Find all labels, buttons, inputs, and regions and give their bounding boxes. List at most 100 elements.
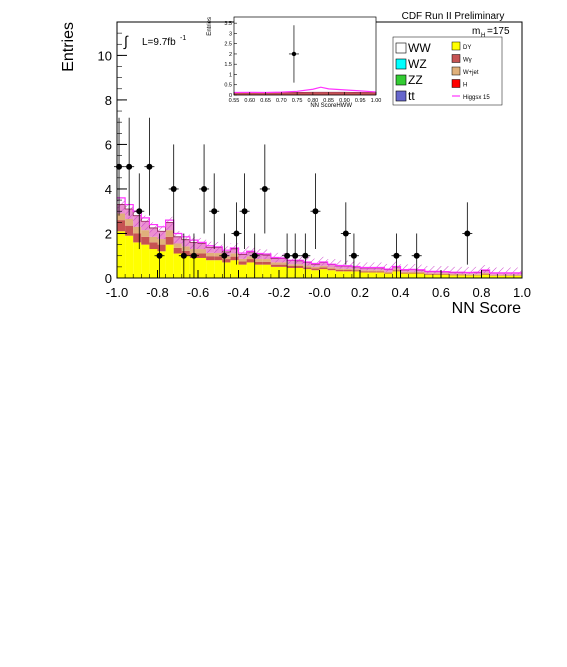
- bar-uncertainty-band: [181, 234, 190, 247]
- data-point: [126, 163, 133, 170]
- inset-x-tick-label: 0.60: [244, 98, 255, 104]
- legend-swatch-right: [451, 54, 461, 63]
- data-point: [312, 208, 319, 215]
- inset-y-tick-label: 1: [229, 72, 232, 78]
- bar-uncertainty-band: [376, 262, 385, 271]
- bar-dy: [222, 262, 231, 278]
- x-tick-label: -0.6: [187, 285, 209, 300]
- bar-uncertainty-band: [141, 215, 150, 231]
- bar-wjet: [513, 274, 522, 276]
- bar-uncertainty-band: [343, 260, 352, 269]
- inset-x-tick-label: 0.85: [323, 98, 334, 104]
- bar-wjet: [343, 268, 352, 270]
- bar-wjet: [270, 262, 279, 265]
- bar-wgamma: [165, 236, 174, 245]
- bar-dy: [505, 275, 514, 278]
- inset-data-point: [291, 51, 297, 57]
- inset-plot: 0.55 0.60 0.65 0.70 0.75 0.80 0.85 0.90 0.95 1.00…: [207, 16, 381, 109]
- data-point: [170, 185, 177, 192]
- bar-wjet: [400, 271, 409, 273]
- bar-wjet: [230, 253, 239, 257]
- data-point: [464, 230, 471, 237]
- bar-dy: [473, 275, 482, 278]
- bar-uncertainty-band: [505, 267, 514, 275]
- bar-wjet: [424, 273, 433, 274]
- legend-label: Higgsx 15: [463, 95, 490, 101]
- bar-wjet: [254, 259, 263, 262]
- bar-uncertainty-band: [432, 265, 441, 274]
- bar-wjet: [465, 274, 474, 275]
- luminosity-text: L=9.7fb: [142, 37, 176, 48]
- bar-dy: [489, 275, 498, 278]
- data-point: [156, 252, 163, 259]
- bar-wjet: [238, 258, 247, 262]
- bar-wjet: [489, 274, 498, 276]
- inset-y-tick-label: 1.5: [224, 62, 232, 68]
- data-point: [350, 252, 357, 259]
- bar-wgamma: [206, 256, 215, 261]
- bar-dy: [513, 275, 522, 278]
- bar-wjet: [165, 230, 174, 237]
- bar-wjet: [173, 243, 182, 248]
- inset-y-label: Entries: [207, 17, 213, 36]
- bar-dy: [214, 260, 223, 278]
- data-points: [114, 117, 473, 278]
- bar-dy: [465, 275, 474, 278]
- bar-uncertainty-band: [408, 263, 417, 272]
- mass-value: =175: [487, 26, 510, 37]
- bar-wgamma: [198, 253, 207, 258]
- bar-wgamma: [424, 273, 433, 275]
- y-axis: 0 2 4 6 8 10: [98, 21, 127, 286]
- x-axis: -1.0 -0.8 -0.6 -0.4 -0.2 -0.0 0.2 0.4 0.6 0.8 1.0: [106, 270, 531, 300]
- mass-symbol: m: [472, 26, 480, 37]
- bar-wgamma: [279, 264, 288, 267]
- bar-dy: [165, 244, 174, 278]
- bar-wjet: [303, 265, 312, 268]
- bar-wgamma: [149, 242, 158, 250]
- bar-wjet: [441, 273, 450, 274]
- inset-x-tick-label: 0.55: [229, 98, 240, 104]
- bar-dy: [287, 267, 296, 278]
- bar-wgamma: [157, 244, 166, 252]
- x-tick-label: 1.0: [513, 285, 531, 300]
- bar-wjet: [481, 272, 490, 274]
- data-point: [393, 252, 400, 259]
- bar-wgamma: [262, 261, 271, 265]
- mass-subscript: H: [481, 33, 485, 39]
- bar-dy: [149, 249, 158, 278]
- inset-x-tick-label: 0.80: [308, 98, 319, 104]
- bar-wgamma: [432, 273, 441, 275]
- bar-dy: [343, 271, 352, 278]
- bar-uncertainty-band: [441, 266, 450, 274]
- bar-dy: [181, 255, 190, 278]
- bar-dy: [133, 242, 142, 278]
- bar-uncertainty-band: [173, 231, 182, 244]
- bar-uncertainty-band: [449, 266, 458, 274]
- data-point: [136, 208, 143, 215]
- bar-wjet: [327, 267, 336, 269]
- data-point: [292, 252, 299, 259]
- x-axis-label: NN Score: [452, 300, 521, 317]
- bar-dy: [117, 231, 126, 278]
- bar-uncertainty-band: [513, 267, 522, 275]
- bar-uncertainty-band: [473, 266, 482, 275]
- legend: WW WZ ZZ tt DY Wγ W+jet H Higgsx 15: [392, 36, 503, 106]
- legend-label: tt: [408, 89, 415, 103]
- data-point: [201, 185, 208, 192]
- data-point: [251, 252, 258, 259]
- data-point: [261, 185, 268, 192]
- y-tick-label: 4: [105, 182, 112, 197]
- bar-wgamma: [481, 273, 490, 275]
- x-tick-label: 0.4: [391, 285, 409, 300]
- inset-y-tick-label: 3: [229, 31, 232, 37]
- bar-wjet: [149, 236, 158, 243]
- bar-dy: [206, 260, 215, 278]
- legend-swatch-tt: [395, 90, 407, 102]
- data-point: [233, 230, 240, 237]
- bar-dy: [270, 266, 279, 278]
- inset-background: [234, 17, 376, 95]
- bar-dy: [254, 264, 263, 278]
- main-plot-area: -1.0 -0.8 -0.6 -0.4 -0.2 -0.0 0.2 0.4 0.6 0.8 1.0 …: [98, 21, 531, 300]
- inset-x-tick-label: 0.95: [355, 98, 366, 104]
- bar-wgamma: [117, 220, 126, 232]
